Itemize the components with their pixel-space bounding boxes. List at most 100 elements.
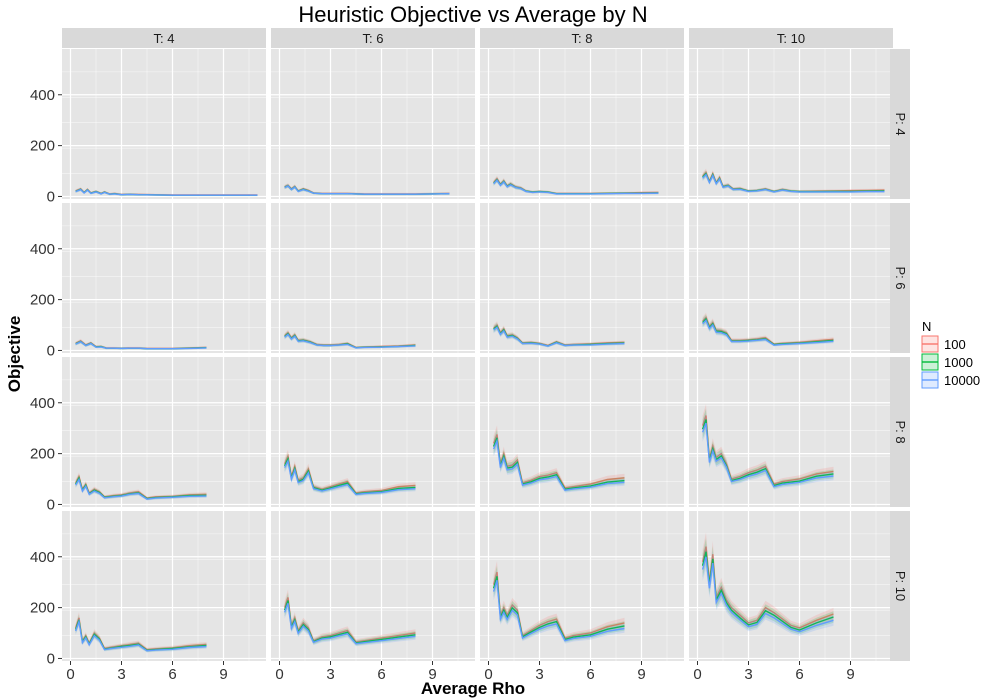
confidence-ribbon-10000 — [75, 340, 207, 350]
strip-column-label: T: 8 — [572, 31, 593, 46]
x-tick-label: 6 — [586, 666, 594, 683]
facet-panel — [62, 49, 266, 199]
strip-row-label: P: 4 — [893, 112, 908, 135]
x-tick-label: 3 — [326, 666, 334, 683]
facet-panel — [62, 357, 266, 507]
series-line-100 — [492, 571, 625, 639]
x-tick-label: 0 — [693, 666, 701, 683]
series-line-10000 — [283, 603, 416, 645]
series-line-10000 — [701, 556, 834, 633]
series-line-1000 — [492, 437, 625, 490]
confidence-ribbon-100 — [702, 532, 834, 633]
legend-title: N — [922, 319, 931, 334]
facet-panel — [271, 49, 475, 199]
series-line-10000 — [492, 438, 625, 491]
chart-title: Heuristic Objective vs Average by N — [298, 2, 647, 27]
strip-row-background — [890, 357, 910, 507]
strip-row-label: P: 10 — [893, 571, 908, 601]
x-tick-label: 3 — [535, 666, 543, 683]
x-tick-label: 9 — [846, 666, 854, 683]
series-line-10000 — [74, 618, 207, 652]
series-line-10000 — [75, 477, 207, 500]
strip-column-background — [62, 28, 266, 48]
series-line-100 — [492, 434, 625, 489]
y-tick-label: 200 — [30, 600, 55, 617]
x-tick-label: 0 — [275, 666, 283, 683]
facet-panel — [480, 357, 684, 507]
series-line-10000 — [492, 579, 625, 642]
facet-panel — [480, 203, 684, 353]
facet-panel — [480, 49, 684, 199]
x-tick-label: 9 — [219, 666, 227, 683]
series-line-10000 — [75, 340, 207, 350]
series-line-10000 — [702, 173, 885, 193]
x-tick-label: 6 — [795, 666, 803, 683]
y-tick-label: 0 — [47, 342, 55, 359]
series-line-10000 — [75, 188, 258, 196]
confidence-ribbon-10000 — [493, 323, 625, 348]
legend-label-10000: 10000 — [944, 373, 980, 388]
x-tick-label: 9 — [428, 666, 436, 683]
series-line-100 — [283, 597, 416, 643]
panel-background — [271, 203, 475, 353]
strip-column-label: T: 6 — [363, 31, 384, 46]
x-tick-label: 0 — [66, 666, 74, 683]
y-tick-label: 400 — [30, 241, 55, 258]
confidence-ribbon-1000 — [493, 322, 625, 348]
y-tick-label: 200 — [30, 446, 55, 463]
series-line-10000 — [493, 326, 625, 347]
x-tick-label: 0 — [484, 666, 492, 683]
y-tick-label: 0 — [47, 188, 55, 205]
strip-column-background — [689, 28, 893, 48]
y-tick-label: 200 — [30, 138, 55, 155]
strip-column-background — [480, 28, 684, 48]
facet-panel — [271, 357, 475, 507]
y-tick-label: 0 — [47, 650, 55, 667]
strip-row-background — [890, 49, 910, 199]
legend-label-100: 100 — [944, 337, 966, 352]
x-tick-label: 6 — [377, 666, 385, 683]
facet-panel — [62, 203, 266, 353]
series-line-10000 — [284, 333, 416, 349]
facet-panel — [271, 511, 475, 661]
panel-background — [62, 357, 266, 507]
series-line-10000 — [493, 179, 659, 195]
panel-background — [480, 203, 684, 353]
panel-background — [480, 49, 684, 199]
series-line-10000 — [701, 422, 834, 488]
strip-row-label: P: 6 — [893, 266, 908, 289]
legend: N 100 1000 10000 — [921, 319, 980, 389]
facet-panel — [689, 511, 893, 661]
strip-row-label: P: 8 — [893, 420, 908, 443]
y-tick-label: 400 — [30, 395, 55, 412]
y-tick-label: 200 — [30, 292, 55, 309]
y-axis-title: Objective — [5, 316, 24, 393]
strip-column-label: T: 10 — [777, 31, 805, 46]
series-line-10000 — [283, 458, 416, 496]
panel-background — [62, 49, 266, 199]
x-tick-label: 9 — [637, 666, 645, 683]
series-line-10000 — [284, 185, 450, 195]
panel-background — [271, 49, 475, 199]
y-tick-label: 0 — [47, 496, 55, 513]
confidence-ribbon-1000 — [75, 339, 207, 350]
series-line-1000 — [283, 600, 416, 644]
series-line-10000 — [702, 319, 834, 346]
confidence-ribbon-10000 — [75, 616, 207, 653]
panel-background — [62, 203, 266, 353]
confidence-ribbon-10000 — [702, 543, 834, 636]
facet-panel — [689, 203, 893, 353]
strip-row-background — [890, 511, 910, 661]
x-tick-label: 3 — [744, 666, 752, 683]
y-tick-label: 400 — [30, 549, 55, 566]
strip-column-background — [271, 28, 475, 48]
facet-panel — [689, 49, 893, 199]
strip-column-label: T: 4 — [154, 31, 175, 46]
series-line-1000 — [492, 576, 625, 641]
confidence-ribbon-1000 — [75, 614, 207, 653]
x-tick-label: 6 — [168, 666, 176, 683]
legend-label-1000: 1000 — [944, 355, 973, 370]
y-tick-label: 400 — [30, 87, 55, 104]
facet-panel — [271, 203, 475, 353]
